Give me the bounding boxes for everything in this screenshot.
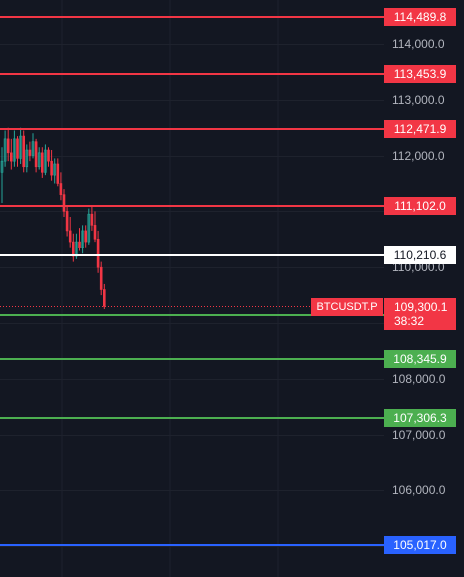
candle-body <box>6 138 10 154</box>
price-tick-label: 108,000.0 <box>392 371 446 386</box>
price-tick-label: 107,000.0 <box>392 427 446 442</box>
candle <box>103 283 106 310</box>
candle <box>50 150 53 181</box>
candle-body <box>53 163 57 176</box>
candle <box>56 158 60 187</box>
candle <box>19 127 22 164</box>
candle-body <box>72 241 75 257</box>
candle <box>65 205 69 237</box>
candle-body <box>47 149 50 162</box>
price-tick-label: 106,000.0 <box>392 483 446 498</box>
price-scale[interactable] <box>384 0 464 577</box>
current-price-value: 109,300.1 <box>394 300 448 314</box>
level-price-label: 105,017.0 <box>384 536 456 554</box>
candle-body <box>75 241 78 257</box>
candle-body <box>34 141 38 168</box>
candle-body <box>68 230 72 243</box>
bar-countdown: 38:32 <box>394 314 425 328</box>
candle-body <box>87 213 91 243</box>
candle-body <box>25 149 29 168</box>
horizontal-level-line[interactable] <box>0 417 384 419</box>
horizontal-level-line[interactable] <box>0 73 384 75</box>
candle <box>84 225 87 248</box>
candle <box>0 147 4 204</box>
candle <box>78 228 81 251</box>
candle <box>62 189 66 217</box>
level-price-label: 112,471.9 <box>384 120 456 138</box>
horizontal-level-line[interactable] <box>0 254 384 256</box>
candle-body <box>93 225 97 240</box>
level-price-label: 108,345.9 <box>384 350 456 368</box>
price-tick-label: 113,000.0 <box>392 92 445 107</box>
candle-body <box>28 149 32 156</box>
horizontal-level-line[interactable] <box>0 544 384 546</box>
price-tick-label: 112,000.0 <box>392 148 445 163</box>
candle-body <box>50 160 53 176</box>
current-price-label: 109,300.1 38:32 <box>384 298 456 330</box>
candle-body <box>103 289 106 307</box>
candle-body <box>81 230 84 248</box>
horizontal-level-line[interactable] <box>0 205 384 207</box>
candle-body <box>3 138 7 162</box>
candle <box>16 136 19 167</box>
candle-body <box>90 213 94 226</box>
candle <box>28 141 32 162</box>
horizontal-level-line[interactable] <box>0 16 384 18</box>
candle-body <box>84 230 87 243</box>
candle <box>68 216 72 248</box>
candle <box>25 144 29 173</box>
candle-body <box>62 194 66 212</box>
symbol-label: BTCUSDT.P <box>311 298 383 316</box>
candlestick-chart[interactable] <box>0 0 384 577</box>
candle <box>47 147 50 167</box>
candle <box>10 138 13 170</box>
candle <box>81 225 84 254</box>
candle <box>87 208 91 245</box>
candle-body <box>40 152 44 173</box>
horizontal-level-line[interactable] <box>0 314 384 316</box>
candle <box>37 147 41 170</box>
candle-body <box>31 141 35 156</box>
candle-body <box>0 160 4 173</box>
candle-body <box>56 163 60 184</box>
candle-body <box>37 152 41 168</box>
level-price-label: 111,102.0 <box>384 197 456 215</box>
candle <box>6 127 10 162</box>
candle-body <box>13 138 16 162</box>
level-price-label: 113,453.9 <box>384 65 456 83</box>
candle <box>13 130 16 167</box>
candle <box>31 133 35 159</box>
candle-body <box>99 266 103 290</box>
candle <box>40 147 44 178</box>
candle-body <box>22 135 26 168</box>
candles <box>0 127 106 310</box>
level-price-label: 107,306.3 <box>384 409 456 427</box>
candle-body <box>59 183 63 195</box>
candle-body <box>78 241 81 248</box>
candle <box>22 130 26 173</box>
candle-body <box>65 211 69 232</box>
candle <box>44 144 47 176</box>
level-price-label: 114,489.8 <box>384 8 456 26</box>
price-tick-label: 114,000.0 <box>392 37 445 51</box>
grid-lines <box>0 0 384 577</box>
candle <box>72 233 75 262</box>
candle-body <box>16 138 19 159</box>
candle-body <box>19 135 22 159</box>
candle <box>3 130 7 167</box>
candle-body <box>96 239 100 268</box>
level-price-label: 110,210.6 <box>384 246 456 264</box>
candle <box>53 158 57 184</box>
candle <box>59 172 63 201</box>
candle-body <box>44 149 47 173</box>
candle <box>34 138 38 173</box>
candle <box>96 230 100 273</box>
horizontal-level-line[interactable] <box>0 128 384 130</box>
horizontal-level-line[interactable] <box>0 358 384 360</box>
candle <box>93 211 97 243</box>
candle <box>90 205 94 231</box>
candle-body <box>10 152 13 162</box>
chart-area[interactable] <box>0 0 384 577</box>
candle <box>99 261 103 296</box>
